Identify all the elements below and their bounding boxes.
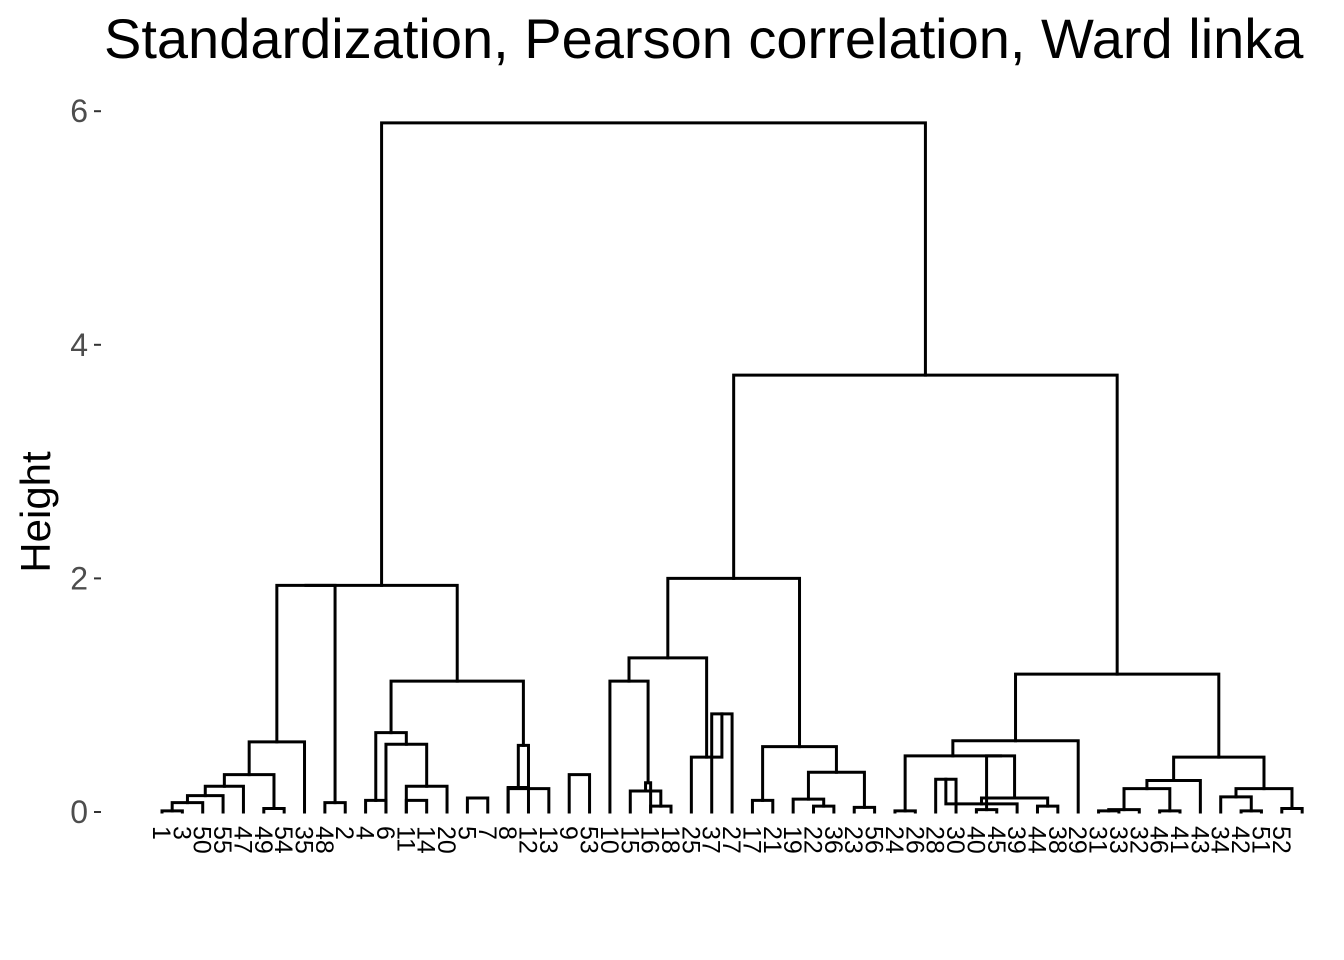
- leaf-label: 35: [290, 826, 318, 854]
- leaf-label: 5: [452, 826, 480, 840]
- dendrogram-branch: [666, 576, 802, 749]
- y-axis: 0 2 4 6: [70, 93, 101, 830]
- leaf-label: 31: [1084, 826, 1112, 854]
- leaf-label: 19: [778, 826, 806, 854]
- leaf-label: 50: [188, 826, 216, 854]
- dendrogram-branch: [750, 798, 775, 814]
- dendrogram-branch: [380, 121, 927, 587]
- leaf-label: 23: [839, 826, 867, 854]
- leaf-label: 21: [758, 826, 786, 854]
- y-tick-label: 2: [70, 560, 88, 596]
- y-tick-label: 6: [70, 93, 88, 129]
- dendrogram-branch: [985, 754, 1017, 812]
- leaf-label: 17: [737, 826, 765, 854]
- leaf-label: 45: [982, 826, 1010, 854]
- leaf-label: 52: [1267, 826, 1295, 854]
- leaf-labels: 1350554749543548246111420578121395310151…: [147, 826, 1295, 854]
- leaf-label: 20: [432, 826, 460, 854]
- leaf-label: 38: [1043, 826, 1071, 854]
- dendrogram-branch: [374, 731, 408, 802]
- dendrogram-branch: [465, 796, 490, 814]
- leaf-label: 6: [371, 826, 399, 840]
- dendrogram-branch: [222, 773, 276, 810]
- dendrogram-branch: [247, 740, 307, 814]
- dendrogram-branch: [1014, 672, 1221, 759]
- leaf-label: 3: [167, 826, 195, 840]
- dendrogram-branch: [364, 798, 388, 814]
- leaf-label: 41: [1165, 826, 1193, 854]
- leaf-label: 8: [493, 826, 521, 840]
- leaf-label: 44: [1022, 826, 1050, 854]
- leaf-label: 47: [228, 826, 256, 854]
- leaf-label: 12: [513, 826, 541, 854]
- leaf-label: 49: [249, 826, 277, 854]
- leaf-label: 34: [1206, 826, 1234, 854]
- leaf-label: 10: [595, 826, 623, 854]
- leaf-label: 27: [717, 826, 745, 854]
- dendrogram-branch: [389, 679, 525, 747]
- y-axis-label: Height: [12, 451, 59, 573]
- leaf-label: 40: [961, 826, 989, 854]
- dendrogram-branch: [1234, 787, 1294, 810]
- dendrogram-branch: [404, 798, 429, 814]
- dendrogram-branch: [567, 773, 592, 814]
- leaf-label: 42: [1226, 826, 1254, 854]
- dendrogram-branch: [516, 743, 530, 791]
- leaf-label: 36: [819, 826, 847, 854]
- leaf-label: 18: [656, 826, 684, 854]
- dendrogram-branch: [304, 583, 459, 683]
- leaf-label: 13: [534, 826, 562, 854]
- leaf-label: 14: [412, 826, 440, 854]
- dendrogram-branch: [644, 781, 653, 814]
- dendrogram-branch: [627, 656, 709, 759]
- leaf-label: 24: [880, 826, 908, 854]
- leaf-label: 56: [860, 826, 888, 854]
- dendrogram-branches: [160, 121, 1304, 814]
- leaf-label: 54: [269, 826, 297, 854]
- leaf-label: 11: [391, 826, 419, 852]
- leaf-label: 46: [1145, 826, 1173, 854]
- leaf-label: 15: [615, 826, 643, 854]
- dendrogram-branch: [1122, 787, 1172, 813]
- dendrogram-branch: [628, 789, 663, 814]
- leaf-label: 55: [208, 826, 236, 854]
- leaf-label: 28: [921, 826, 949, 854]
- leaf-label: 51: [1246, 826, 1274, 854]
- dendrogram-branch: [1172, 755, 1266, 791]
- leaf-label: 4: [351, 826, 379, 840]
- leaf-label: 16: [636, 826, 664, 854]
- leaf-label: 48: [310, 826, 338, 854]
- dendrogram-branch: [732, 373, 1119, 676]
- dendrogram-branch: [506, 785, 530, 814]
- leaf-label: 33: [1104, 826, 1132, 854]
- leaf-label: 9: [554, 826, 582, 840]
- leaf-label: 22: [799, 826, 827, 854]
- leaf-label: 1: [147, 826, 175, 840]
- dendrogram-branch: [806, 770, 866, 809]
- leaf-label: 7: [473, 826, 501, 840]
- leaf-label: 2: [330, 826, 358, 840]
- leaf-label: 53: [575, 826, 603, 854]
- dendrogram-branch: [1145, 778, 1202, 814]
- dendrogram-branch: [903, 754, 1003, 813]
- y-tick-label: 4: [70, 327, 88, 363]
- leaf-label: 32: [1124, 826, 1152, 854]
- leaf-label: 29: [1063, 826, 1091, 854]
- leaf-label: 37: [697, 826, 725, 854]
- leaf-label: 25: [676, 826, 704, 854]
- leaf-label: 43: [1185, 826, 1213, 854]
- chart-title: Standardization, Pearson correlation, Wa…: [104, 7, 1304, 70]
- leaf-label: 26: [900, 826, 928, 854]
- y-tick-label: 0: [70, 794, 88, 830]
- leaf-label: 39: [1002, 826, 1030, 854]
- leaf-label: 30: [941, 826, 969, 854]
